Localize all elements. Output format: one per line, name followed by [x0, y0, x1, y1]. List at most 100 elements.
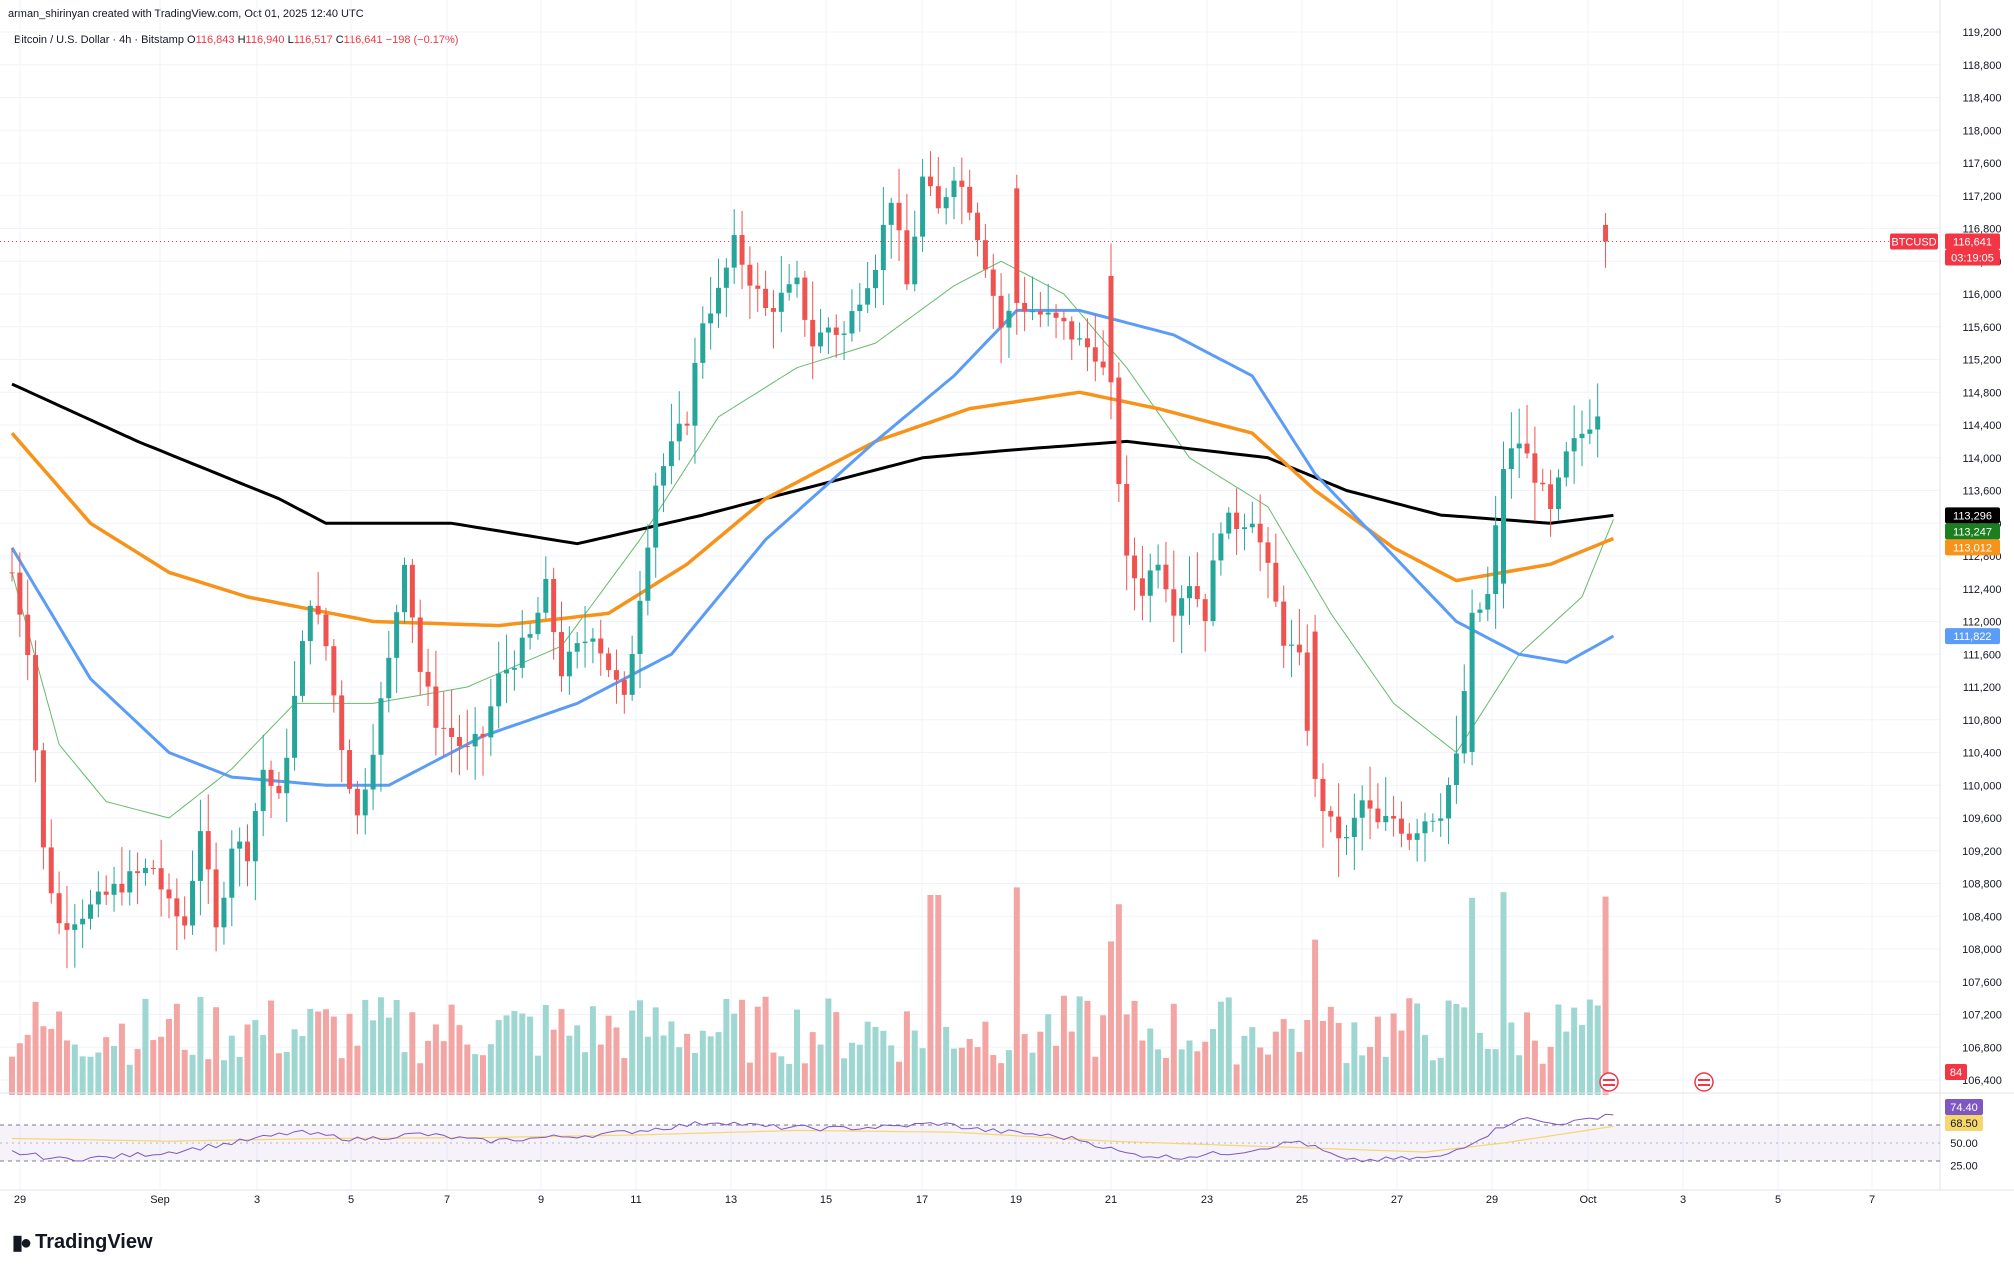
candle-body [896, 202, 902, 231]
candle-body [1571, 438, 1577, 452]
volume-bar [770, 1052, 777, 1095]
volume-bar [24, 1034, 31, 1095]
ma-blue-tag-bg [1945, 628, 2000, 645]
price-tick-label: 115,600 [1963, 322, 2002, 334]
volume-bar [315, 1011, 322, 1095]
candle-body [1595, 416, 1601, 430]
time-tick-label: 3 [254, 1194, 260, 1206]
candle-body [409, 564, 415, 618]
candle-body [1092, 347, 1098, 362]
candle-body [127, 871, 133, 893]
volume-bar [236, 1056, 243, 1095]
candle-body [904, 230, 910, 285]
countdown-tag-bg [1945, 249, 2000, 266]
candle-body [1524, 443, 1530, 454]
candle-body [1603, 224, 1609, 242]
volume-bar [56, 1011, 63, 1095]
candle-body [339, 695, 345, 751]
volume-bar [1579, 1024, 1585, 1095]
volume-bar [1241, 1035, 1248, 1095]
volume-bar [283, 1051, 290, 1095]
candle-body [1218, 533, 1224, 561]
candle-body [1163, 564, 1169, 590]
volume-bar [825, 998, 832, 1095]
rsi-tick-label: 50.00 [1950, 1138, 1978, 1150]
candle-body [354, 788, 360, 816]
ticker-tag-bg [1890, 233, 1938, 250]
candle-body [276, 785, 282, 794]
candle-body [1006, 310, 1012, 328]
volume-bar [87, 1056, 94, 1095]
volume-bar [558, 1009, 565, 1095]
candle-body [927, 176, 933, 187]
ma-orange-tag-bg [1945, 539, 2000, 556]
volume-bar [1123, 1014, 1130, 1095]
candle-body [1336, 816, 1342, 839]
volume-bar [150, 1040, 157, 1095]
candle-body [731, 235, 737, 268]
price-tick-label: 111,600 [1963, 649, 2001, 661]
volume-bar [448, 1004, 455, 1095]
volume-bar [362, 999, 369, 1095]
candle-body [1461, 691, 1467, 754]
volume-bar [189, 1054, 196, 1095]
volume-bar [841, 1058, 848, 1095]
price-tick-label: 116,000 [1963, 289, 2002, 301]
volume-bar [1406, 998, 1413, 1095]
candle-body [645, 547, 651, 601]
volume-bar [401, 1052, 408, 1095]
volume-bar [1084, 1000, 1091, 1095]
volume-bar [1053, 1045, 1060, 1095]
candle-body [865, 288, 871, 305]
last-price-tag: 116,641 [1953, 237, 1992, 249]
volume-bar [1508, 1022, 1515, 1095]
candle-body [433, 686, 439, 728]
candle-body [590, 638, 596, 642]
candle-body [1587, 429, 1593, 434]
volume-bar [880, 1030, 887, 1095]
candle-body [292, 695, 298, 758]
candle-body [33, 655, 39, 751]
candle-body [1351, 817, 1357, 838]
ma-black-tag-bg [1945, 507, 2000, 524]
volume-bar [1555, 1004, 1562, 1095]
candle-body [48, 847, 54, 894]
volume-bar [1280, 1019, 1287, 1095]
ma-blue-tag: 111,822 [1953, 631, 1991, 643]
volume-bar [684, 1033, 691, 1095]
candle-body [1116, 377, 1122, 484]
volume-bar [794, 1009, 800, 1095]
candle-body [582, 641, 588, 644]
symbol-legend[interactable]: Bitcoin / U.S. Dollar · 4h · Bitstamp O1… [14, 34, 458, 46]
us-flag-stripe [1603, 1084, 1615, 1086]
candle-body [1555, 477, 1561, 509]
candle-body [1061, 317, 1067, 322]
candle-body [951, 180, 957, 198]
tradingview-logo[interactable]: ▮● TradingView [12, 1230, 153, 1255]
ma-green-tag: 113,247 [1953, 526, 1992, 538]
candle-body [551, 578, 557, 633]
volume-bar [1367, 1046, 1374, 1095]
candle-body [1532, 453, 1538, 483]
price-tick-label: 116,800 [1963, 224, 2002, 236]
volume-bar [919, 1048, 926, 1095]
volume-bar [377, 997, 384, 1095]
volume-bar [1335, 1022, 1342, 1095]
us-flag-stripe [1698, 1084, 1710, 1086]
time-tick-label: 7 [444, 1194, 450, 1206]
candle-body [1241, 527, 1247, 530]
candle-body [873, 270, 878, 289]
candle-body [794, 277, 800, 285]
volume-bar [63, 1040, 70, 1095]
volume-bar [346, 1013, 353, 1095]
volume-bar [589, 1006, 596, 1095]
volume-bar [958, 1047, 965, 1095]
volume-bar [1147, 1028, 1154, 1095]
candle-body [888, 202, 894, 225]
volume-bar [1029, 1052, 1036, 1095]
volume-bar [166, 1018, 172, 1095]
volume-bar [652, 1007, 659, 1095]
candle-body [1179, 598, 1185, 616]
volume-bar [1155, 1049, 1162, 1095]
